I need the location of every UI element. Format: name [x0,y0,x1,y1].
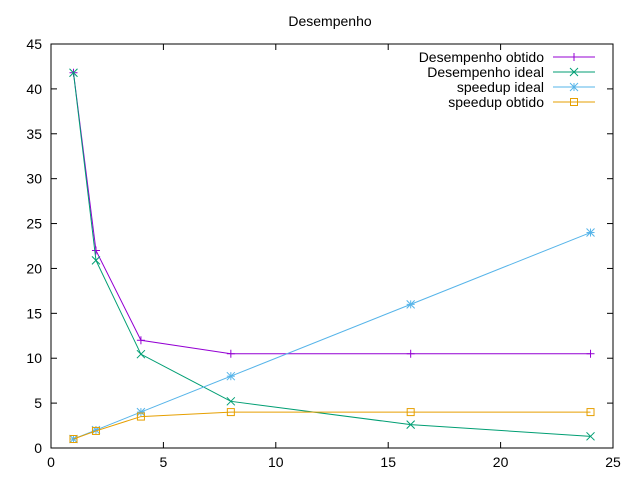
legend-entry: Desempenho ideal [427,64,595,80]
legend-entry: speedup ideal [457,79,595,95]
plot-area [69,68,595,444]
y-tick-label: 40 [26,81,42,97]
series-line [72,72,591,437]
data-point [91,246,100,255]
series-line [72,72,591,355]
data-point [226,408,235,417]
data-point [91,256,101,265]
data-point [406,408,415,417]
series-line [73,232,591,440]
series-desempenho-obtido [69,68,595,358]
data-point [406,420,416,430]
x-tick-label: 25 [605,454,621,470]
series-desempenho-ideal [69,68,595,441]
series-speedup-obtido [69,408,595,444]
legend-marker [569,67,579,77]
data-point [226,396,236,406]
series-speedup-ideal [69,228,595,444]
legend-marker [570,53,578,61]
data-point [226,349,235,358]
y-axis-ticks: 0 5 10 15 20 25 30 35 40 45 [26,36,613,456]
y-tick-label: 10 [26,350,42,366]
y-tick-label: 15 [26,305,42,321]
x-tick-label: 0 [47,454,55,470]
legend-marker [570,98,578,106]
data-point [586,408,595,417]
y-tick-label: 0 [34,440,42,456]
data-point [406,300,416,309]
y-tick-label: 20 [26,260,42,276]
legend-label: speedup obtido [448,94,544,110]
y-tick-label: 5 [34,395,42,411]
data-point [136,407,146,417]
y-tick-label: 45 [26,36,42,52]
chart-title: Desempenho [288,13,371,29]
data-point [136,349,146,359]
legend-label: speedup ideal [457,79,544,95]
axes [50,43,614,449]
data-point [586,431,595,441]
x-tick-label: 15 [380,454,396,470]
legend-label: Desempenho obtido [419,49,545,65]
y-tick-label: 35 [26,126,42,142]
y-tick-label: 30 [26,171,42,187]
legend-entry: Desempenho obtido [419,49,595,65]
legend-label: Desempenho ideal [427,64,544,80]
legend-marker [569,82,579,92]
x-tick-label: 20 [493,454,509,470]
plot-frame [50,43,614,449]
x-tick-label: 5 [160,454,168,470]
x-tick-label: 10 [268,454,284,470]
data-point [69,435,78,444]
legend-entry: speedup obtido [448,94,595,110]
data-point [586,349,595,358]
data-point [136,336,145,345]
data-point [226,371,236,381]
data-point [586,228,595,237]
data-point [91,426,100,435]
x-axis-ticks: 0 5 10 15 20 25 [47,44,621,470]
y-tick-label: 25 [26,216,42,232]
series-line [73,411,591,440]
data-point [406,349,415,358]
data-point [136,412,145,421]
data-point [69,68,78,78]
